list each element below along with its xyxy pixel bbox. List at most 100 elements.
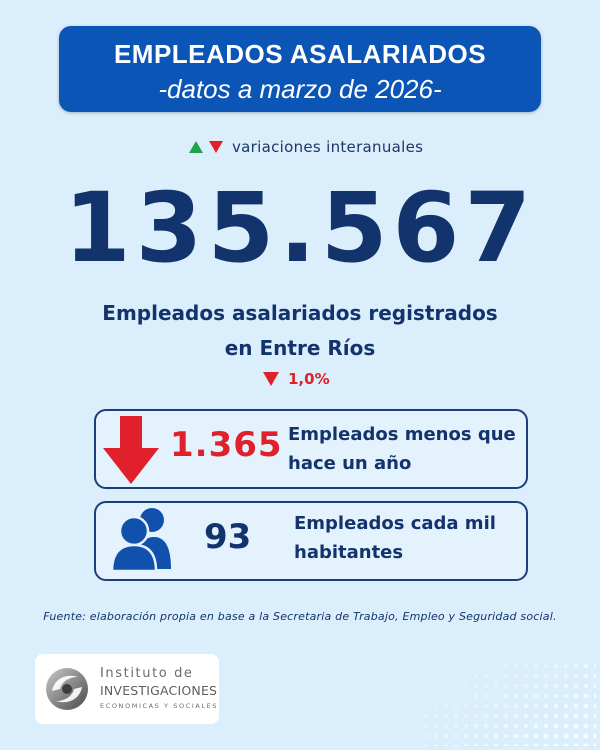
decorative-dot <box>454 704 458 708</box>
decorative-dot <box>554 674 558 678</box>
arrow-down-icon <box>103 416 159 484</box>
header-banner: EMPLEADOS ASALARIADOS -datos a marzo de … <box>59 26 541 112</box>
decorative-dot <box>554 664 558 668</box>
source-note: Fuente: elaboración propia en base a la … <box>43 610 557 623</box>
decorative-dot <box>444 744 448 746</box>
decorative-dot <box>455 675 457 677</box>
main-subtitle-line1: Empleados asalariados registrados <box>102 301 498 325</box>
decorative-dot <box>544 664 548 668</box>
decorative-dot <box>475 665 477 667</box>
decorative-dot <box>484 724 488 728</box>
decorative-dot <box>484 684 488 688</box>
decorative-dot <box>464 684 468 688</box>
decorative-dot <box>494 664 498 668</box>
decorative-dot <box>474 724 478 728</box>
decorative-dot <box>474 694 478 698</box>
decorative-dot <box>593 703 596 709</box>
decorative-dot <box>424 724 428 728</box>
decorative-dot <box>514 704 518 708</box>
decorative-dot <box>504 694 508 698</box>
decorative-dot <box>564 664 568 668</box>
decorative-dot <box>534 684 538 688</box>
decorative-dot <box>584 664 588 668</box>
decorative-dot <box>563 743 569 746</box>
decorative-dot <box>563 713 569 719</box>
decorative-dot <box>434 714 438 718</box>
card-desc-line2: hace un año <box>288 453 412 474</box>
logo: Instituto de INVESTIGACIONES ECONOMICAS … <box>35 654 219 724</box>
decorative-dot <box>544 674 548 678</box>
decorative-dot <box>465 665 467 667</box>
decorative-dot <box>484 704 488 708</box>
decorative-dot <box>435 685 437 687</box>
decorative-dot <box>524 664 528 668</box>
decorative-dot <box>573 733 579 739</box>
decorative-dot <box>494 704 498 708</box>
decorative-dot <box>513 733 519 739</box>
decorative-dot <box>454 744 458 746</box>
decorative-dot <box>583 733 589 739</box>
decorative-dot <box>524 694 528 698</box>
card-desc: Empleados menos que hace un año <box>288 420 518 478</box>
decorative-dot <box>524 674 528 678</box>
decorative-dot <box>445 685 447 687</box>
decorative-dot <box>593 673 596 679</box>
decorative-dot <box>534 704 538 708</box>
decorative-dot <box>424 714 428 718</box>
decorative-dot <box>474 734 478 738</box>
decorative-dot <box>593 723 596 729</box>
decorative-dot <box>494 674 498 678</box>
decorative-dot <box>514 664 518 668</box>
decorative-dot <box>553 743 559 746</box>
decorative-dot <box>444 714 448 718</box>
decorative-dot <box>464 694 468 698</box>
decorative-dot <box>544 704 548 708</box>
decorative-dot <box>534 714 538 718</box>
decorative-dot <box>504 724 508 728</box>
logo-line2: INVESTIGACIONES <box>100 683 218 698</box>
decorative-dot <box>493 743 499 746</box>
decorative-dot <box>534 694 538 698</box>
decorative-dot <box>484 714 488 718</box>
decorative-dot <box>573 743 579 746</box>
decorative-dot <box>563 733 569 739</box>
decorative-dot <box>544 694 548 698</box>
big-number: 135.567 <box>63 172 537 284</box>
decorative-dot <box>534 674 538 678</box>
decorative-dot <box>583 713 589 719</box>
decorative-dot <box>573 693 579 699</box>
decorative-dot <box>593 713 596 719</box>
decorative-dot <box>504 734 508 738</box>
decorative-dot <box>464 714 468 718</box>
decorative-dot <box>504 704 508 708</box>
decorative-dot <box>543 713 549 719</box>
decorative-dot <box>573 703 579 709</box>
decorative-dot <box>503 743 509 746</box>
decorative-dot <box>424 734 428 738</box>
decorative-dot <box>474 684 478 688</box>
decorative-dot <box>504 674 508 678</box>
decorative-dot <box>583 693 589 699</box>
decorative-dot <box>574 664 578 668</box>
decorative-dot <box>454 734 458 738</box>
decorative-dot <box>583 683 589 689</box>
decorative-dot <box>484 674 488 678</box>
card-value: 1.365 <box>170 425 283 465</box>
decorative-dot <box>564 674 568 678</box>
decorative-dot <box>523 733 529 739</box>
logo-line1: Instituto de <box>100 666 194 681</box>
card-desc-line2: habitantes <box>294 542 404 563</box>
header-title: EMPLEADOS ASALARIADOS <box>113 39 487 69</box>
decorative-dot <box>553 723 559 729</box>
variation: 1,0% <box>262 370 330 388</box>
decorative-dot <box>553 703 559 709</box>
decorative-dot <box>464 724 468 728</box>
variation-value: 1,0% <box>288 370 330 388</box>
decorative-dot <box>553 713 559 719</box>
decorative-dot <box>533 723 539 729</box>
institute-logo-icon <box>46 668 88 710</box>
decorative-dot <box>513 743 519 746</box>
decorative-dot <box>554 684 558 688</box>
decorative-dot <box>504 664 508 668</box>
decorative-dot <box>484 734 488 738</box>
